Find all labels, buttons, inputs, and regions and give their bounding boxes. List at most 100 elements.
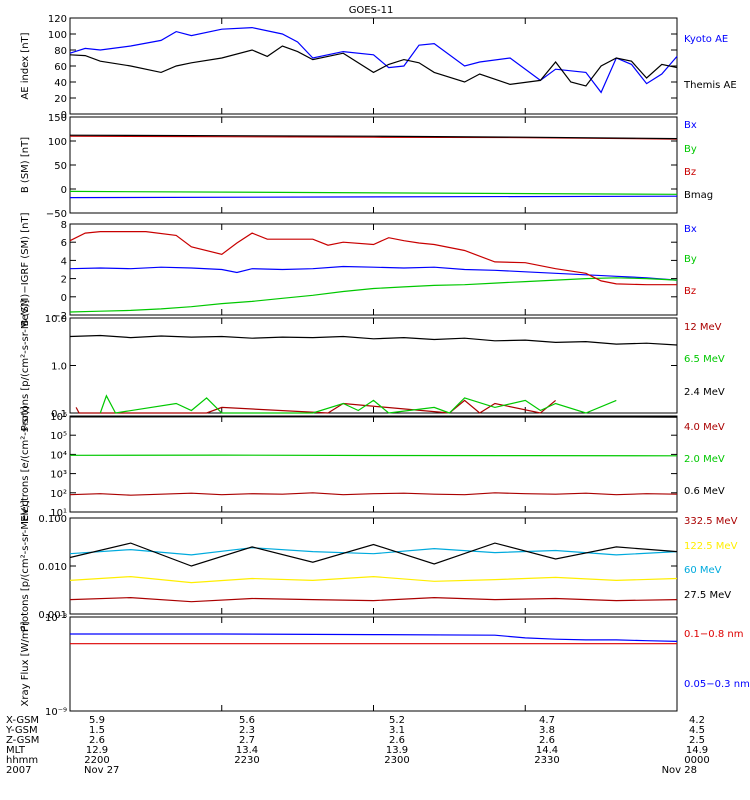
- panel-3: −2 0 2 4 6 8 B (SM)−IGRF (SM) [nT] Bx By Bz: [20, 212, 697, 326]
- y-tick-label: 10³: [50, 470, 67, 481]
- y-tick-label: 100: [48, 137, 67, 148]
- y-tick-label: 8: [61, 220, 67, 231]
- ephemeris-value: 2.5: [689, 735, 705, 746]
- ephemeris-value: 13.4: [236, 745, 258, 756]
- y-tick-label: 0: [61, 185, 67, 196]
- y-axis-label: AE index [nT]: [20, 32, 31, 99]
- y-tick-label: 10⁴: [50, 450, 67, 461]
- series-line-2: [69, 454, 678, 457]
- y-tick-label: 20: [54, 94, 67, 105]
- y-axis-label: B (SM)−IGRF (SM) [nT]: [20, 212, 31, 326]
- series-line-1: [69, 26, 678, 94]
- ephemeris-value: 2.6: [89, 735, 105, 746]
- ephemeris-value: 12.9: [86, 745, 108, 756]
- y-tick-label: 10⁻⁸: [45, 613, 67, 624]
- y-tick-label: −50: [46, 209, 67, 220]
- legend-entry: Bz: [684, 286, 696, 297]
- ephemeris-label: MLT: [6, 745, 26, 756]
- ephemeris-value: 2.6: [539, 735, 555, 746]
- ephemeris-value: 1.5: [89, 725, 105, 736]
- y-tick-label: 0.100: [38, 514, 67, 525]
- y-axis-label: Protons [p/(cm²-s-sr-MeV)]: [20, 500, 31, 632]
- legend-entry: Bx: [684, 224, 697, 235]
- y-tick-label: 120: [48, 14, 67, 25]
- y-tick-label: 10⁵: [50, 431, 67, 442]
- ephemeris-label: hhmm: [6, 755, 38, 766]
- ephemeris-value: 2230: [234, 755, 259, 766]
- ephemeris-value: 0000: [684, 755, 709, 766]
- ephemeris-label: Z-GSM: [6, 735, 39, 746]
- y-tick-label: 6: [61, 238, 67, 249]
- series-line-3: [69, 547, 678, 556]
- ephemeris-value: 3.1: [389, 725, 405, 736]
- series-line-2: [69, 45, 678, 87]
- series-line-1: [69, 492, 678, 496]
- series-line-2: [69, 575, 678, 584]
- legend-entry: 4.0 MeV: [684, 422, 725, 433]
- legend-entry: Bmag: [684, 190, 713, 201]
- series-line-2: [99, 394, 617, 414]
- series-line-3: [69, 231, 677, 286]
- ephemeris-value: 3.8: [539, 725, 555, 736]
- panel-5: 10¹ 10² 10³ 10⁴ 10⁵ 10⁶ Electrons [e/(cm²-s-sr…: [20, 406, 725, 522]
- ephemeris-label: X-GSM: [6, 715, 39, 726]
- y-tick-label: 10⁻⁹: [45, 707, 67, 718]
- y-tick-label: 100: [48, 30, 67, 41]
- y-axis-label: B (SM) [nT]: [20, 137, 31, 193]
- y-tick-label: 0: [61, 110, 67, 121]
- ephemeris-table: X-GSMY-GSMZ-GSMMLThhmm20075.91.52.612.92…: [5, 715, 710, 776]
- y-tick-label: 10.0: [45, 314, 67, 325]
- ephemeris-value: 4.5: [689, 725, 705, 736]
- panel-2: −50 0 50 100 150 B (SM) [nT] Bx By Bz Bmag: [20, 113, 713, 220]
- legend-entry: 60 MeV: [684, 565, 722, 576]
- y-axis-label: Electrons [e/(cm²-s-sr)]: [20, 406, 31, 522]
- legend-entry: 332.5 MeV: [684, 516, 738, 527]
- legend-entry: Bx: [684, 120, 697, 131]
- ephemeris-value: 13.9: [386, 745, 408, 756]
- series-line-3: [69, 334, 678, 346]
- series-line-4: [69, 542, 678, 567]
- panel-4: 0.1 1.0 10.0 Protons [p/(cm²-s-sr-MeV)] 12 M…: [20, 300, 725, 432]
- ephemeris-value: 5.9: [89, 715, 105, 726]
- panel-frame: [69, 116, 678, 214]
- legend-entry: 12 MeV: [684, 322, 722, 333]
- series-line-1: [69, 195, 678, 199]
- legend-entry: 2.0 MeV: [684, 454, 725, 465]
- series-line-1: [75, 399, 556, 414]
- ephemeris-value: 14.9: [686, 745, 708, 756]
- series-line-1: [69, 596, 678, 603]
- y-tick-label: 50: [54, 161, 67, 172]
- legend-entry: Themis AE: [683, 80, 737, 91]
- legend-entry: Kyoto AE: [684, 34, 728, 45]
- y-tick-label: 10⁶: [50, 412, 67, 423]
- y-tick-label: 10¹: [50, 508, 67, 519]
- y-tick-label: 0.010: [38, 562, 67, 573]
- ephemeris-value: 2.3: [239, 725, 255, 736]
- y-tick-label: 150: [48, 113, 67, 124]
- panel-7: 10⁻⁹ 10⁻⁸ Xray Flux [W/m²] 0.1−0.8 nm 0.05−0…: [20, 613, 750, 718]
- ephemeris-value: 4.2: [689, 715, 705, 726]
- legend-entry: 6.5 MeV: [684, 354, 725, 365]
- legend-entry: By: [684, 144, 697, 155]
- y-tick-label: 0.1: [51, 409, 67, 420]
- y-axis-label: Protons [p/(cm²-s-sr-MeV)]: [20, 300, 31, 432]
- legend-entry: 27.5 MeV: [684, 590, 731, 601]
- ephemeris-value: 5.2: [389, 715, 405, 726]
- series-line-4: [69, 134, 678, 140]
- y-tick-label: −2: [52, 311, 67, 322]
- panel-frame: [69, 616, 678, 712]
- ephemeris-value: 2330: [534, 755, 559, 766]
- panel-frame: [69, 317, 678, 414]
- y-tick-label: 60: [54, 62, 67, 73]
- ephemeris-value: 5.6: [239, 715, 255, 726]
- panel-1: 0 20 40 60 80 100 120 AE index [nT] Kyoto AE Them…: [20, 14, 737, 121]
- legend-entry: 0.1−0.8 nm: [684, 629, 743, 640]
- ephemeris-value: 2.6: [389, 735, 405, 746]
- y-tick-label: 10²: [50, 489, 67, 500]
- legend-entry: 2.4 MeV: [684, 387, 725, 398]
- ephemeris-value: 4.7: [539, 715, 555, 726]
- y-tick-label: 0.001: [38, 610, 67, 621]
- panel-6: 0.001 0.010 0.100 Protons [p/(cm²-s-sr-MeV)…: [20, 500, 738, 632]
